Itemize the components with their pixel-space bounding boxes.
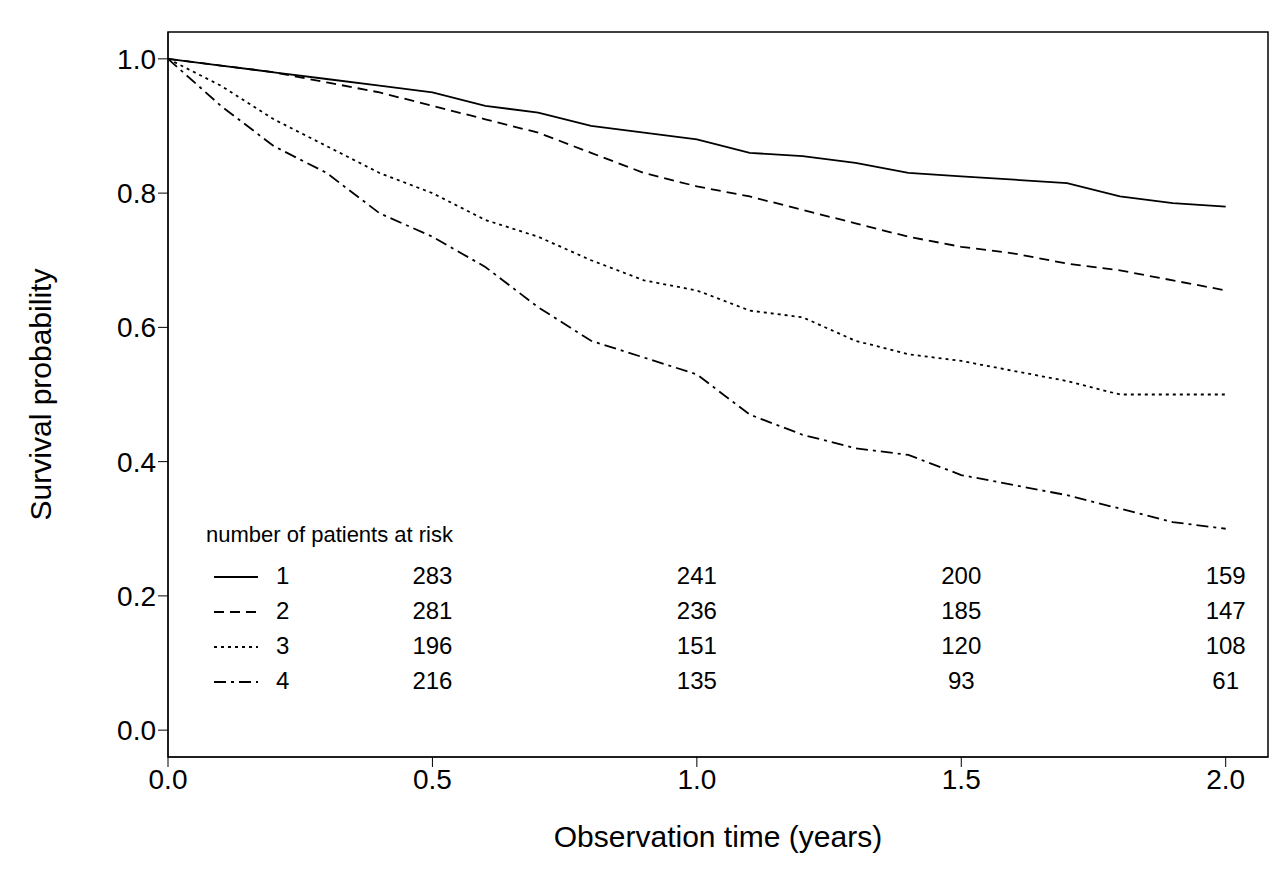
svg-text:216: 216 (412, 667, 452, 694)
html-text:number of patients at risk: number of patients at risk (206, 522, 453, 547)
svg-text:4: 4 (276, 667, 289, 694)
svg-text:61: 61 (1212, 667, 1239, 694)
svg-text:236: 236 (677, 597, 717, 624)
svg-text:2.0: 2.0 (1206, 764, 1245, 795)
svg-text:108: 108 (1206, 632, 1246, 659)
svg-text:1.0: 1.0 (117, 44, 156, 75)
svg-text:3: 3 (276, 632, 289, 659)
svg-text:2: 2 (276, 597, 289, 624)
svg-text:Observation time (years): Observation time (years) (554, 820, 882, 853)
svg-text:0.8: 0.8 (117, 178, 156, 209)
svg-text:147: 147 (1206, 597, 1246, 624)
svg-text:283: 283 (412, 562, 452, 589)
svg-text:0.0: 0.0 (149, 764, 188, 795)
svg-text:200: 200 (941, 562, 981, 589)
svg-text:Survival probability: Survival probability (24, 269, 57, 521)
svg-text:1.5: 1.5 (942, 764, 981, 795)
svg-text:241: 241 (677, 562, 717, 589)
svg-text:196: 196 (412, 632, 452, 659)
svg-text:0.5: 0.5 (413, 764, 452, 795)
svg-text:1: 1 (276, 562, 289, 589)
svg-text:185: 185 (941, 597, 981, 624)
svg-text:159: 159 (1206, 562, 1246, 589)
svg-text:135: 135 (677, 667, 717, 694)
svg-text:93: 93 (948, 667, 975, 694)
svg-text:1.0: 1.0 (677, 764, 716, 795)
svg-text:151: 151 (677, 632, 717, 659)
svg-text:281: 281 (412, 597, 452, 624)
svg-text:0.6: 0.6 (117, 312, 156, 343)
svg-text:0.4: 0.4 (117, 447, 156, 478)
svg-text:0.0: 0.0 (117, 715, 156, 746)
svg-text:0.2: 0.2 (117, 581, 156, 612)
svg-text:120: 120 (941, 632, 981, 659)
